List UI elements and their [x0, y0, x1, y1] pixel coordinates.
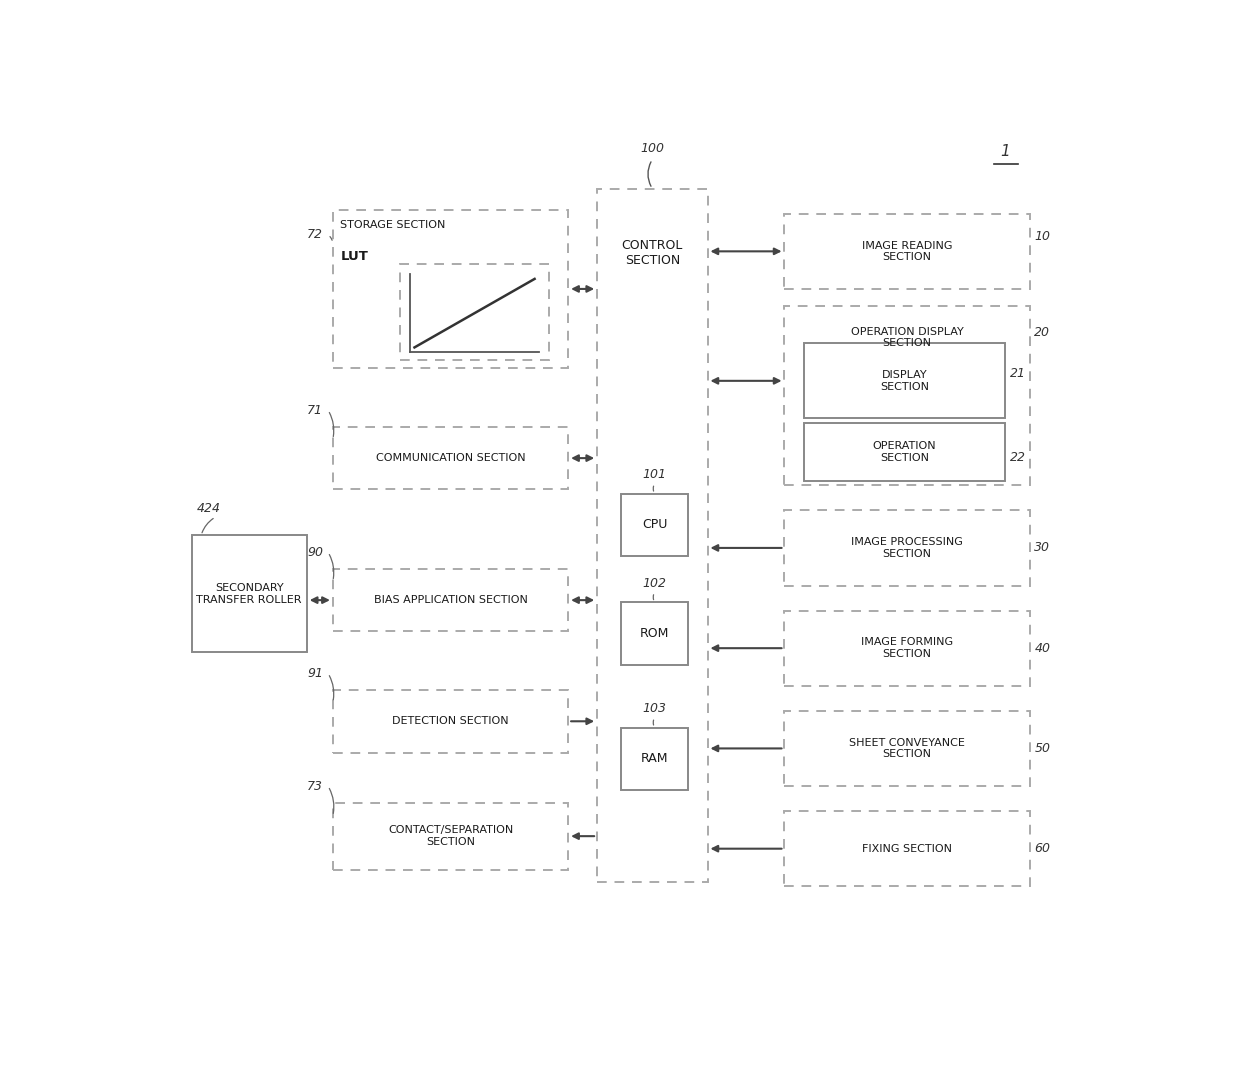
- Bar: [401, 264, 549, 360]
- Text: FIXING SECTION: FIXING SECTION: [862, 844, 952, 854]
- Text: 20: 20: [1034, 327, 1050, 340]
- Text: 101: 101: [642, 468, 667, 481]
- Text: SHEET CONVEYANCE
SECTION: SHEET CONVEYANCE SECTION: [849, 738, 965, 760]
- Text: 73: 73: [308, 779, 324, 792]
- Bar: [332, 803, 568, 869]
- Text: LUT: LUT: [341, 250, 368, 263]
- Text: 102: 102: [642, 577, 667, 590]
- Text: 10: 10: [1034, 230, 1050, 243]
- Text: STORAGE SECTION: STORAGE SECTION: [341, 219, 446, 230]
- Text: 90: 90: [308, 546, 324, 559]
- Text: 103: 103: [642, 702, 667, 715]
- Text: 1: 1: [1001, 144, 1011, 159]
- Bar: [804, 423, 1006, 481]
- Bar: [785, 812, 1029, 886]
- Bar: [332, 426, 568, 489]
- Bar: [621, 602, 688, 665]
- Text: 72: 72: [308, 228, 324, 241]
- Text: IMAGE PROCESSING
SECTION: IMAGE PROCESSING SECTION: [851, 537, 963, 559]
- Text: ROM: ROM: [640, 627, 670, 640]
- Bar: [785, 510, 1029, 586]
- Text: IMAGE FORMING
SECTION: IMAGE FORMING SECTION: [861, 637, 954, 659]
- Bar: [804, 343, 1006, 419]
- Bar: [785, 214, 1029, 289]
- Bar: [332, 690, 568, 753]
- Text: 424: 424: [196, 501, 221, 514]
- Text: IMAGE READING
SECTION: IMAGE READING SECTION: [862, 241, 952, 263]
- Text: RAM: RAM: [641, 752, 668, 765]
- Bar: [191, 535, 306, 652]
- Text: SECONDARY
TRANSFER ROLLER: SECONDARY TRANSFER ROLLER: [196, 583, 301, 604]
- Bar: [785, 306, 1029, 485]
- Text: CONTACT/SEPARATION
SECTION: CONTACT/SEPARATION SECTION: [388, 826, 513, 847]
- Text: DISPLAY
SECTION: DISPLAY SECTION: [880, 370, 929, 392]
- Bar: [621, 728, 688, 790]
- Text: 91: 91: [308, 667, 324, 679]
- Bar: [332, 209, 568, 368]
- Bar: [785, 711, 1029, 786]
- Text: OPERATION
SECTION: OPERATION SECTION: [873, 441, 936, 462]
- Text: 30: 30: [1034, 541, 1050, 554]
- Text: 60: 60: [1034, 842, 1050, 855]
- Bar: [332, 569, 568, 631]
- Text: OPERATION DISPLAY
SECTION: OPERATION DISPLAY SECTION: [851, 327, 963, 348]
- Text: 21: 21: [1011, 367, 1027, 380]
- Text: BIAS APPLICATION SECTION: BIAS APPLICATION SECTION: [373, 596, 527, 605]
- Text: 22: 22: [1011, 451, 1027, 464]
- Text: 100: 100: [640, 142, 665, 155]
- Text: 71: 71: [308, 404, 324, 417]
- Bar: [596, 189, 708, 882]
- Text: 40: 40: [1034, 641, 1050, 654]
- Text: COMMUNICATION SECTION: COMMUNICATION SECTION: [376, 454, 526, 463]
- Text: CPU: CPU: [642, 519, 667, 532]
- Text: DETECTION SECTION: DETECTION SECTION: [392, 716, 508, 726]
- Bar: [621, 494, 688, 557]
- Text: 50: 50: [1034, 742, 1050, 755]
- Bar: [785, 611, 1029, 686]
- Text: CONTROL
SECTION: CONTROL SECTION: [621, 239, 683, 267]
